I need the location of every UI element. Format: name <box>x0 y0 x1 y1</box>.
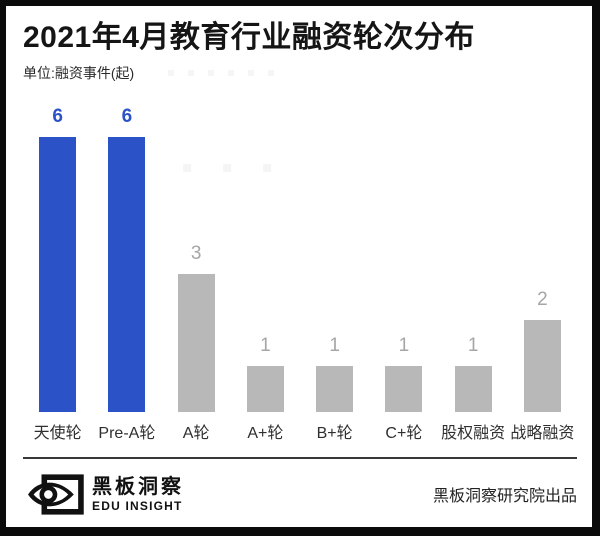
x-axis-labels: 天使轮 Pre-A轮 A轮 A+轮 B+轮 C+轮 股权融资 战略融资 <box>23 424 577 444</box>
x-axis-label: 股权融资 <box>441 425 506 442</box>
brand-lockup: 黑板洞察 EDU INSIGHT <box>23 473 184 515</box>
bar-value-label: 1 <box>329 335 340 356</box>
bar-column: 1 <box>369 104 438 412</box>
bar-column: 3 <box>162 104 231 412</box>
bar-column: 2 <box>508 104 577 412</box>
bar-value-label: 1 <box>467 335 479 356</box>
brand-text: 黑板洞察 EDU INSIGHT <box>92 476 184 513</box>
footer: 黑板洞察 EDU INSIGHT 黑板洞察研究院出品 <box>23 473 577 515</box>
bar-value-label: 1 <box>398 335 410 356</box>
bar-column: 1 <box>300 104 369 412</box>
bar-value-label: 6 <box>121 106 133 127</box>
x-axis-label: A轮 <box>182 425 210 442</box>
bar <box>39 137 77 412</box>
bar-column: 1 <box>231 104 300 412</box>
page-title: 2021年4月教育行业融资轮次分布 <box>23 21 475 54</box>
x-axis-label: A+轮 <box>247 425 284 442</box>
divider-line <box>23 457 577 459</box>
unit-label: 单位:融资事件(起) <box>23 65 135 81</box>
x-axis-label: 天使轮 <box>33 425 82 442</box>
watermark-dots <box>168 70 288 76</box>
bar-column: 6 <box>92 104 161 412</box>
brand-name-en: EDU INSIGHT <box>92 498 183 513</box>
bar-column: 6 <box>23 104 92 412</box>
x-axis-label: Pre-A轮 <box>98 425 156 442</box>
watermark-dots <box>183 164 303 172</box>
bar-value-label: 1 <box>260 335 271 356</box>
bar-value-label: 3 <box>190 243 202 264</box>
bar <box>246 366 284 412</box>
bar-value-label: 6 <box>52 106 63 127</box>
x-axis-label: 战略融资 <box>510 425 575 442</box>
credit-text: 黑板洞察研究院出品 <box>432 488 577 505</box>
x-axis-label: B+轮 <box>316 425 353 442</box>
brand-name-cn: 黑板洞察 <box>92 475 184 498</box>
bar-chart: 6 6 3 1 1 1 1 2 <box>23 104 577 412</box>
bar-column: 1 <box>439 104 508 412</box>
subtitle-row: 单位:融资事件(起) <box>23 64 577 82</box>
eye-blackboard-logo-icon <box>28 473 84 515</box>
bar <box>177 274 215 412</box>
bar <box>523 320 561 412</box>
x-axis-label: C+轮 <box>385 425 423 442</box>
bar <box>108 137 146 412</box>
bar <box>454 366 492 412</box>
bar-value-label: 2 <box>537 289 548 310</box>
bar <box>385 366 423 412</box>
bar <box>316 366 354 412</box>
